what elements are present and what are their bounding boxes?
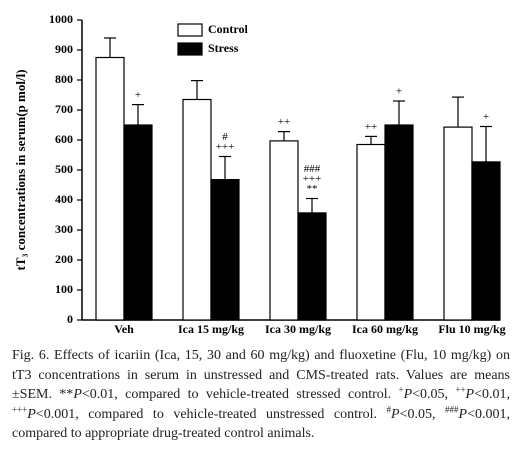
bar xyxy=(384,124,414,321)
significance-mark: ++ xyxy=(365,121,377,133)
caption-text: ++ xyxy=(455,384,466,395)
caption-text: <0.001, compared to appropriate drug-tre… xyxy=(12,406,510,442)
significance-mark: + xyxy=(483,111,489,123)
legend-swatch xyxy=(177,23,203,37)
x-tick-label: Flu 10 mg/kg xyxy=(438,322,505,336)
significance-mark: +++ xyxy=(216,141,235,153)
caption-text: <0.01, compared to vehicle-treated stres… xyxy=(81,387,399,402)
bar xyxy=(123,124,153,321)
caption-text: Fig. 6. Effects of icariin (Ica, 15, 30 … xyxy=(12,348,510,402)
legend-label: Stress xyxy=(208,41,239,55)
caption-text: P xyxy=(403,387,413,402)
caption-text: <0.01, xyxy=(474,387,510,402)
y-tick-label: 300 xyxy=(55,222,73,236)
caption-text: # xyxy=(386,403,392,414)
significance-mark: # xyxy=(222,131,228,143)
significance-mark: + xyxy=(135,89,141,101)
y-tick-label: 700 xyxy=(55,102,73,116)
bar xyxy=(297,212,327,321)
significance-mark: ** xyxy=(307,183,318,195)
caption-text: <0.05, xyxy=(399,406,446,422)
caption-text: <0.05, xyxy=(412,387,456,402)
y-tick-label: 900 xyxy=(55,42,73,56)
y-tick-label: 800 xyxy=(55,72,73,86)
bar xyxy=(182,98,212,321)
caption-text: <0.001, compared to vehicle-treated unst… xyxy=(35,406,387,422)
y-tick-label: 600 xyxy=(55,132,73,146)
y-tick-label: 500 xyxy=(55,162,73,176)
bar xyxy=(471,161,501,321)
y-axis-label: tT₃ concentrations in serum(p mol/l) xyxy=(13,69,28,270)
x-tick-label: Ica 15 mg/kg xyxy=(178,322,244,336)
caption-text: ### xyxy=(445,403,459,414)
x-tick-label: Ica 30 mg/kg xyxy=(265,322,331,336)
x-tick-label: Ica 60 mg/kg xyxy=(352,322,418,336)
bar xyxy=(269,140,299,321)
bar xyxy=(95,56,125,321)
caption-text: P xyxy=(465,387,475,402)
caption: Fig. 6. Effects of icariin (Ica, 15, 30 … xyxy=(12,346,510,444)
caption-text: P xyxy=(27,406,36,422)
caption-text: P xyxy=(73,387,82,402)
bar xyxy=(210,179,240,321)
caption-text: + xyxy=(398,384,404,395)
significance-mark: ### xyxy=(304,163,321,175)
legend-label: Control xyxy=(208,22,248,36)
y-tick-label: 400 xyxy=(55,192,73,206)
y-tick-label: 1000 xyxy=(49,12,73,26)
legend-swatch xyxy=(177,42,203,56)
significance-mark: +++ xyxy=(303,173,322,185)
y-tick-label: 0 xyxy=(67,312,73,326)
y-tick-label: 100 xyxy=(55,282,73,296)
bar xyxy=(443,126,473,321)
significance-mark: ++ xyxy=(278,116,290,128)
bar xyxy=(356,143,386,321)
x-tick-label: Veh xyxy=(114,322,134,336)
significance-mark: + xyxy=(396,86,402,98)
chart: tT₃ concentrations in serum(p mol/l) 0 10… xyxy=(13,12,506,336)
caption-text: +++ xyxy=(12,403,28,414)
caption-text: P xyxy=(458,406,468,422)
y-tick-label: 200 xyxy=(55,252,73,266)
caption-text: P xyxy=(391,406,400,422)
